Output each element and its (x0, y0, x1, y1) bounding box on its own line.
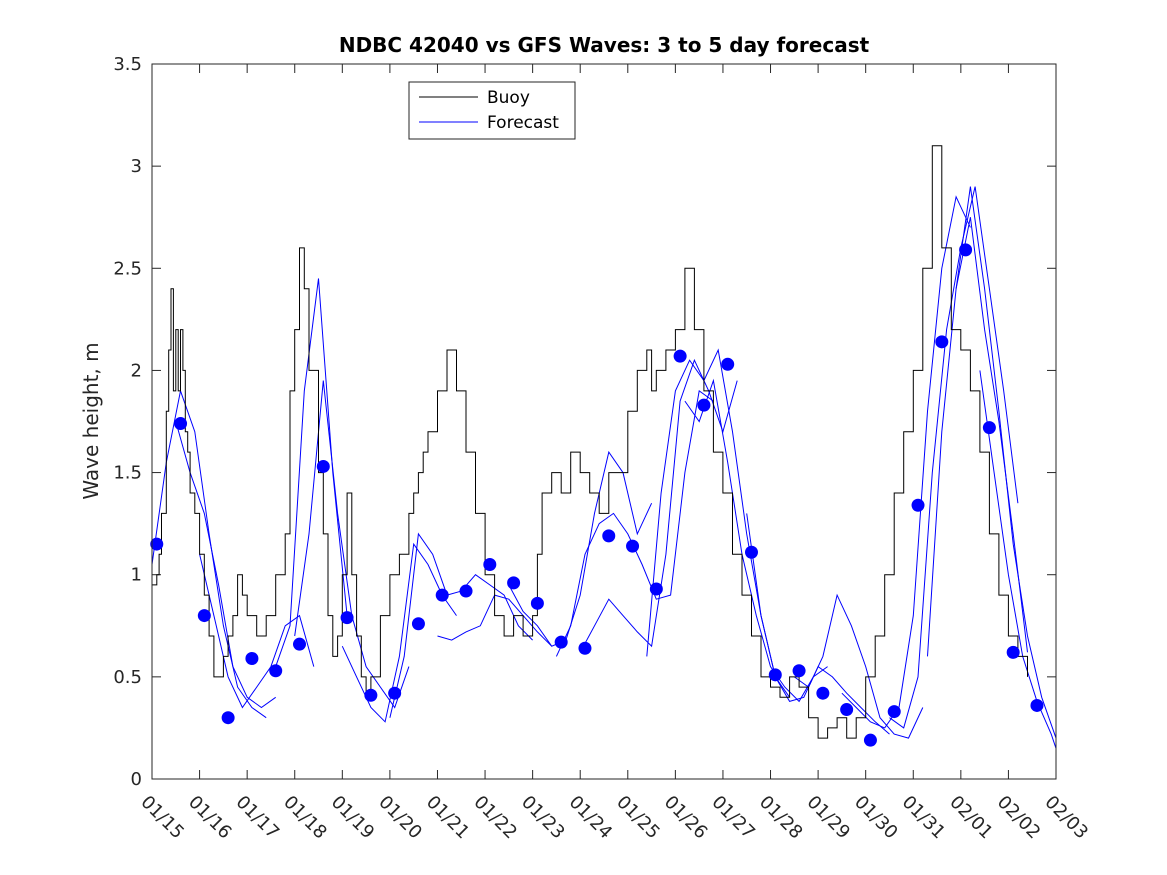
forecast-marker (911, 498, 925, 512)
plot-frame (151, 63, 1057, 780)
forecast-marker (435, 588, 449, 602)
y-tick-label: 0.5 (113, 667, 142, 688)
forecast-line (955, 186, 1057, 739)
forecast-marker (744, 545, 758, 559)
x-tick-label: 01/19 (327, 792, 379, 844)
chart-title: NDBC 42040 vs GFS Waves: 3 to 5 day fore… (339, 33, 870, 57)
x-tick-label: 01/17 (232, 792, 284, 844)
x-tick-label: 01/30 (850, 792, 902, 844)
forecast-line (199, 554, 315, 709)
forecast-marker (411, 617, 425, 631)
x-tick-label: 01/20 (374, 792, 426, 844)
forecast-marker (269, 664, 283, 678)
x-tick-label: 02/03 (1040, 792, 1092, 844)
x-tick-label: 01/16 (184, 792, 236, 844)
x-tick-label: 01/18 (279, 792, 331, 844)
x-tick-label: 01/24 (565, 792, 617, 844)
forecast-marker (697, 398, 711, 412)
x-tick-label: 01/15 (136, 792, 188, 844)
y-tick-label: 1 (131, 565, 142, 586)
forecast-line (275, 278, 348, 667)
forecast-marker (197, 609, 211, 623)
forecast-marker (174, 417, 188, 431)
x-tick-label: 01/28 (755, 792, 807, 844)
legend-buoy-label: Buoy (487, 88, 530, 108)
x-tick-label: 01/29 (803, 792, 855, 844)
forecast-line (341, 542, 457, 723)
forecast-marker (959, 243, 973, 257)
forecast-line (841, 195, 971, 729)
legend-box (408, 81, 576, 140)
forecast-marker (483, 558, 497, 571)
x-tick-label: 01/26 (660, 792, 712, 844)
y-tick-label: 3.5 (113, 54, 142, 75)
forecast-marker (602, 529, 616, 543)
forecast-marker (1030, 698, 1044, 712)
forecast-marker (673, 349, 687, 363)
forecast-marker (626, 539, 640, 553)
forecast-line (175, 421, 276, 709)
forecast-marker (340, 611, 354, 625)
x-tick-labels: 01/1501/1601/1701/1801/1901/2001/2101/22… (136, 792, 1092, 844)
forecast-line (794, 593, 924, 739)
plot-area (152, 64, 1056, 779)
forecast-line (927, 217, 1028, 657)
legend-forecast-label: Forecast (487, 113, 559, 133)
series-layer (151, 145, 1057, 749)
forecast-marker (840, 703, 854, 717)
forecast-line (684, 378, 828, 703)
forecast-marker (150, 537, 164, 551)
y-axis-label: Wave height, m (79, 342, 103, 499)
forecast-marker (388, 686, 402, 700)
x-tick-label: 02/01 (945, 792, 997, 844)
x-tick-label: 01/27 (707, 792, 759, 844)
y-tick-label: 1.5 (113, 463, 142, 484)
forecast-marker (530, 596, 544, 610)
forecast-marker (863, 733, 877, 747)
forecast-marker (292, 637, 306, 651)
forecast-marker (721, 357, 735, 371)
y-tick-label: 0 (131, 769, 142, 790)
x-tick-label: 01/21 (422, 792, 474, 844)
forecast-marker (578, 641, 592, 655)
forecast-line (889, 186, 1019, 729)
y-tick-label: 2 (131, 360, 142, 381)
forecast-marker (554, 635, 568, 649)
forecast-line (579, 358, 738, 653)
forecast-marker (316, 459, 330, 473)
forecast-marker (982, 421, 996, 435)
forecast-marker (459, 584, 473, 598)
forecast-marker (221, 711, 235, 725)
axis-ticks (151, 63, 1057, 780)
x-tick-label: 02/02 (993, 792, 1045, 844)
forecast-marker (792, 664, 806, 678)
forecast-marker (364, 688, 378, 702)
forecast-marker (768, 668, 782, 682)
x-tick-label: 01/22 (470, 792, 522, 844)
x-tick-label: 01/23 (517, 792, 569, 844)
buoy-line (152, 145, 1028, 739)
y-tick-labels: 0 0.5 1 1.5 2 2.5 3 3.5 (113, 54, 142, 790)
forecast-marker (887, 705, 901, 719)
forecast-marker (1006, 645, 1020, 659)
y-tick-label: 3 (131, 156, 142, 177)
legend: Buoy Forecast (408, 81, 576, 140)
y-tick-label: 2.5 (113, 258, 142, 279)
forecast-marker (507, 576, 521, 590)
forecast-marker (649, 582, 663, 596)
x-tick-label: 01/25 (612, 792, 664, 844)
forecast-marker (935, 335, 949, 349)
forecast-marker (816, 686, 830, 700)
forecast-markers (150, 243, 1044, 747)
x-tick-label: 01/31 (898, 792, 950, 844)
forecast-marker (245, 651, 259, 665)
